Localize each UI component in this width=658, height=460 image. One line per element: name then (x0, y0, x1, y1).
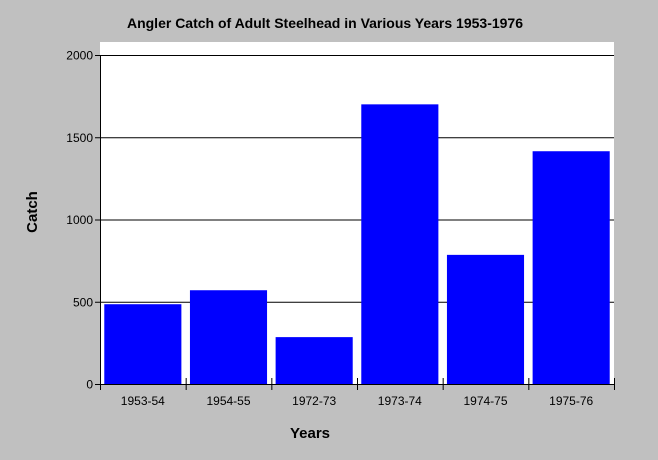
chart-title: Angler Catch of Adult Steelhead in Vario… (127, 15, 523, 31)
y-tick-label: 2000 (66, 49, 93, 63)
x-tick-label: 1973-74 (378, 394, 422, 408)
x-tick-label: 1975-76 (549, 394, 593, 408)
bar (104, 304, 182, 384)
y-tick-label: 1000 (66, 213, 93, 227)
x-ticks: 1953-54 1954-55 1972-73 1973-74 1974-75 1975-… (100, 378, 615, 408)
bar (189, 290, 268, 384)
y-ticks: 0 500 1000 1500 2000 (66, 49, 100, 392)
y-axis-label: Catch (24, 191, 41, 233)
y-tick-label: 1500 (66, 131, 93, 145)
bar (446, 254, 525, 384)
bars (104, 104, 610, 384)
bar (275, 337, 353, 384)
x-tick-label: 1974-75 (463, 394, 507, 408)
x-tick-label: 1954-55 (206, 394, 250, 408)
bar (361, 104, 439, 384)
y-tick-label: 0 (86, 378, 93, 392)
plot-area (100, 42, 614, 384)
x-axis-label: Years (290, 425, 330, 442)
bar (532, 151, 610, 384)
y-tick-label: 500 (73, 295, 93, 309)
x-tick-label: 1953-54 (121, 394, 165, 408)
grid-lines (100, 55, 614, 303)
x-tick-label: 1972-73 (292, 394, 336, 408)
